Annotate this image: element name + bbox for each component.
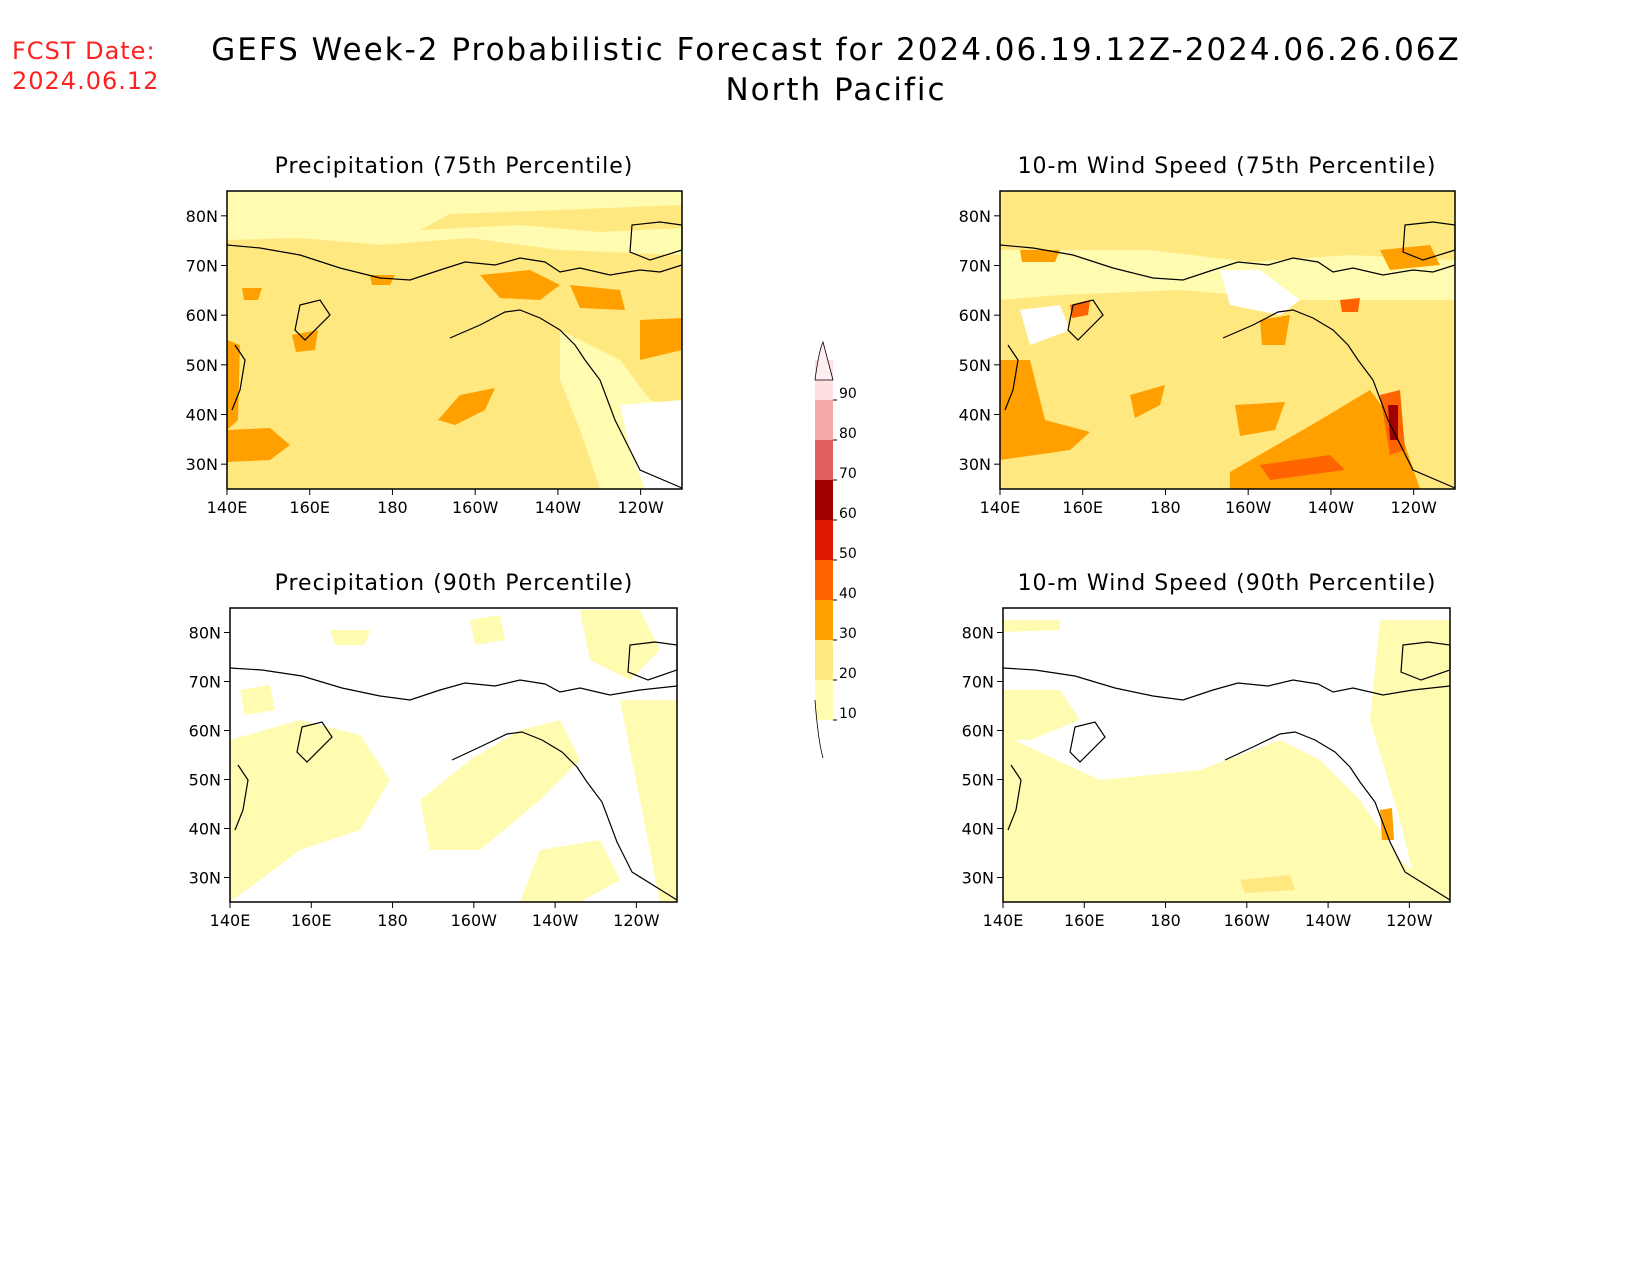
panel-title-precip-90: Precipitation (90th Percentile)	[275, 571, 634, 596]
panel-title-wind-90: 10-m Wind Speed (90th Percentile)	[1018, 571, 1437, 596]
lat-label-precip-75: 60N	[186, 306, 218, 325]
lat-label-precip-90: 40N	[189, 820, 221, 839]
lon-label-wind-75: 120W	[1390, 498, 1437, 517]
title-line-forecast: GEFS Week-2 Probabilistic Forecast for 2…	[211, 32, 1461, 68]
colorbar: 10 20 30 40 50 60 70 80 90	[814, 340, 857, 759]
colorbar-label: 20	[839, 666, 857, 682]
lat-label-precip-75: 50N	[186, 356, 218, 375]
lon-label-wind-90: 120W	[1386, 911, 1433, 930]
lat-label-precip-90: 30N	[189, 869, 221, 888]
panel-precip-75: Precipitation (75th Percentile)	[226, 154, 683, 490]
colorbar-segment	[815, 480, 833, 520]
lat-label-precip-90: 50N	[189, 771, 221, 790]
lon-label-wind-90: 140W	[1305, 911, 1352, 930]
panel-title-wind-75: 10-m Wind Speed (75th Percentile)	[1018, 154, 1437, 179]
colorbar-segment	[815, 400, 833, 440]
colorbar-top-tip	[814, 340, 834, 381]
colorbar-label: 70	[839, 466, 857, 482]
lon-label-precip-90: 140E	[210, 911, 251, 930]
lon-label-wind-90: 160E	[1064, 911, 1105, 930]
panel-title-precip-75: Precipitation (75th Percentile)	[275, 154, 634, 179]
colorbar-label: 60	[839, 506, 857, 522]
lon-label-wind-75: 160W	[1225, 498, 1272, 517]
lon-label-precip-75: 160E	[289, 498, 330, 517]
panel-precip-90: Precipitation (90th Percentile)	[229, 571, 678, 903]
title-line-region: North Pacific	[725, 72, 947, 108]
lon-label-precip-75: 180	[377, 498, 408, 517]
colorbar-segment	[815, 640, 833, 680]
lon-label-precip-90: 160E	[291, 911, 332, 930]
colorbar-segment	[815, 520, 833, 560]
shading-wind-90	[1003, 608, 1450, 902]
shading-precip-90	[230, 608, 677, 902]
lat-label-wind-75: 60N	[959, 306, 991, 325]
coastline-wind-90	[1002, 641, 1451, 901]
lon-label-precip-75: 160W	[452, 498, 499, 517]
lat-label-wind-90: 50N	[962, 771, 994, 790]
colorbar-segment	[815, 440, 833, 480]
lat-label-wind-75: 50N	[959, 356, 991, 375]
axis-labels: 80N 70N 60N 50N 40N 30N 140E 160E 180 160W 140W 120…	[186, 207, 1437, 930]
lon-label-precip-90: 160W	[451, 911, 498, 930]
lat-label-precip-75: 70N	[186, 257, 218, 276]
lat-label-precip-75: 30N	[186, 455, 218, 474]
colorbar-label: 50	[839, 546, 857, 562]
panel-wind-75: 10-m Wind Speed (75th Percentile)	[999, 154, 1456, 490]
lat-label-wind-90: 40N	[962, 820, 994, 839]
colorbar-bottom-tip	[814, 699, 824, 759]
lon-label-precip-90: 180	[377, 911, 408, 930]
lat-label-precip-75: 80N	[186, 207, 218, 226]
lon-label-wind-75: 180	[1150, 498, 1181, 517]
forecast-date-value: 2024.06.12	[12, 67, 160, 95]
main-title: GEFS Week-2 Probabilistic Forecast for 2…	[0, 30, 1650, 110]
colorbar-label: 80	[839, 426, 857, 442]
lat-label-wind-75: 80N	[959, 207, 991, 226]
lat-label-precip-75: 40N	[186, 406, 218, 425]
lon-label-precip-75: 140W	[535, 498, 582, 517]
lat-label-wind-90: 30N	[962, 869, 994, 888]
colorbar-label: 10	[839, 706, 857, 722]
colorbar-segment	[815, 600, 833, 640]
lat-label-precip-90: 80N	[189, 624, 221, 643]
lon-label-wind-90: 140E	[983, 911, 1024, 930]
lat-label-wind-90: 60N	[962, 722, 994, 741]
colorbar-label: 90	[839, 386, 857, 402]
lat-label-wind-90: 80N	[962, 624, 994, 643]
lon-label-wind-75: 140E	[980, 498, 1021, 517]
lat-label-precip-90: 70N	[189, 673, 221, 692]
lon-label-precip-90: 120W	[613, 911, 660, 930]
lat-label-wind-75: 40N	[959, 406, 991, 425]
forecast-date-heading: FCST Date:	[12, 37, 156, 65]
shading-wind-75	[1000, 191, 1455, 489]
coastline-wind-75	[999, 221, 1456, 489]
lon-label-precip-75: 140E	[207, 498, 248, 517]
coastline-precip-75	[226, 221, 683, 489]
panel-wind-90: 10-m Wind Speed (90th Percentile)	[1002, 571, 1451, 903]
shading-precip-75	[227, 191, 682, 489]
lat-label-wind-75: 30N	[959, 455, 991, 474]
lon-label-wind-90: 180	[1150, 911, 1181, 930]
lon-label-precip-90: 140W	[532, 911, 579, 930]
colorbar-segment	[815, 560, 833, 600]
colorbar-segment	[815, 680, 833, 720]
lat-label-wind-90: 70N	[962, 673, 994, 692]
lon-label-precip-75: 120W	[617, 498, 664, 517]
colorbar-label: 40	[839, 586, 857, 602]
lon-label-wind-90: 160W	[1224, 911, 1271, 930]
lat-label-wind-75: 70N	[959, 257, 991, 276]
colorbar-label: 30	[839, 626, 857, 642]
lat-label-precip-90: 60N	[189, 722, 221, 741]
forecast-date-label: FCST Date: 2024.06.12	[12, 36, 159, 96]
lon-label-wind-75: 140W	[1308, 498, 1355, 517]
lon-label-wind-75: 160E	[1062, 498, 1103, 517]
